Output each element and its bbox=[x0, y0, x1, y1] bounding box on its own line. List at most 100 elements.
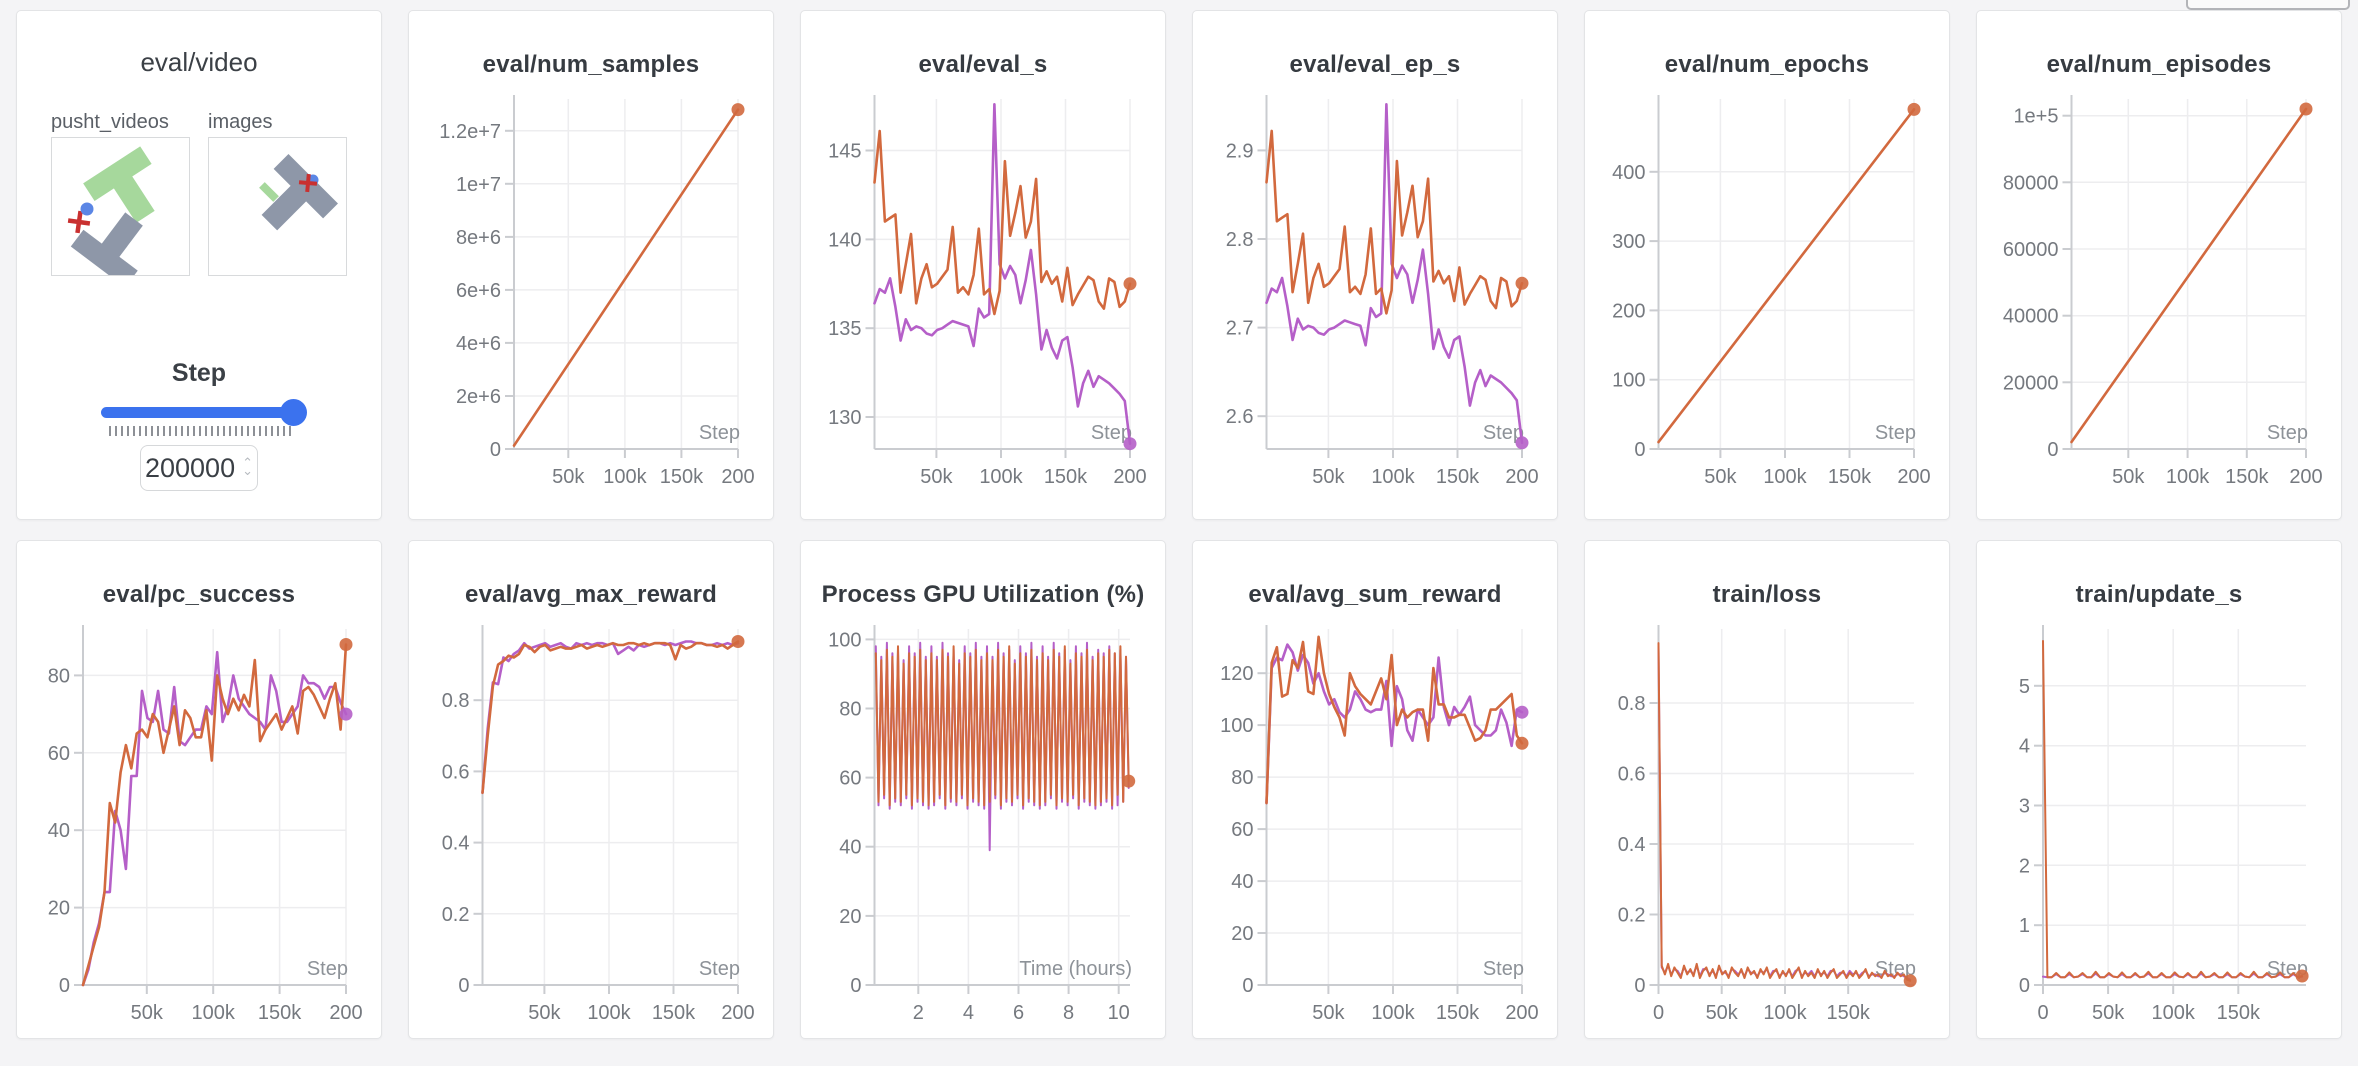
chart-title: Process GPU Utilization (%) bbox=[821, 581, 1145, 608]
svg-text:100k: 100k bbox=[1371, 1002, 1415, 1024]
images-scene-icon bbox=[259, 154, 338, 231]
svg-text:6: 6 bbox=[1013, 1002, 1024, 1024]
svg-text:200: 200 bbox=[329, 1002, 362, 1024]
svg-text:50k: 50k bbox=[552, 466, 585, 488]
svg-text:Step: Step bbox=[699, 422, 740, 444]
step-slider-label: Step bbox=[171, 359, 227, 387]
pusht-video-thumbnail[interactable] bbox=[51, 137, 190, 288]
svg-text:50k: 50k bbox=[1312, 1002, 1345, 1024]
svg-text:2: 2 bbox=[913, 1002, 924, 1024]
chart-title: eval/pc_success bbox=[102, 581, 296, 608]
svg-text:5: 5 bbox=[2019, 676, 2030, 698]
svg-text:8e+6: 8e+6 bbox=[456, 227, 501, 249]
svg-text:0.8: 0.8 bbox=[442, 690, 470, 712]
step-value: 200000 bbox=[144, 452, 236, 483]
svg-text:50k: 50k bbox=[1312, 466, 1345, 488]
svg-text:200: 200 bbox=[721, 1002, 754, 1024]
panel-eval-avg-max-reward[interactable]: eval/avg_max_reward 50k 100k 150k 200 0 0.2 0.… bbox=[408, 540, 774, 1039]
chart-canvas: 50k 100k 150k 200 0 20 40 60 80 Step bbox=[17, 541, 381, 1038]
panel-title: eval/video bbox=[140, 47, 258, 77]
panel-eval-video[interactable]: eval/video pusht_videos images bbox=[16, 10, 382, 520]
panel-eval-num-episodes[interactable]: eval/num_episodes 50k 100k 150k 200 0 20000 40… bbox=[1976, 10, 2342, 520]
stepper-arrows-icon[interactable]: ⌃ ⌄ bbox=[242, 455, 253, 478]
step-slider-ticks bbox=[109, 426, 293, 436]
agent-dot bbox=[80, 202, 94, 216]
svg-text:100k: 100k bbox=[1371, 466, 1415, 488]
chart-canvas: 2 4 6 8 10 0 20 40 60 80 100 Time (hours) bbox=[801, 541, 1165, 1038]
svg-text:140: 140 bbox=[828, 229, 861, 251]
svg-text:100k: 100k bbox=[192, 1002, 236, 1024]
svg-text:4: 4 bbox=[2019, 736, 2030, 758]
svg-text:0: 0 bbox=[2047, 439, 2058, 461]
panel-eval-avg-sum-reward[interactable]: eval/avg_sum_reward 50k 100k 150k 200 0 20 40 6… bbox=[1192, 540, 1558, 1039]
clipped-top-control[interactable] bbox=[2186, 0, 2350, 10]
svg-text:0: 0 bbox=[59, 975, 70, 997]
svg-text:Time (hours): Time (hours) bbox=[1019, 958, 1132, 980]
svg-text:150k: 150k bbox=[1827, 1002, 1871, 1024]
step-slider-thumb[interactable] bbox=[280, 399, 307, 426]
panel-eval-num-epochs[interactable]: eval/num_epochs 50k 100k 150k 200 0 100 200 300… bbox=[1584, 10, 1950, 520]
svg-text:20: 20 bbox=[48, 898, 70, 920]
svg-text:100k: 100k bbox=[2152, 1002, 2196, 1024]
svg-text:8: 8 bbox=[1063, 1002, 1074, 1024]
svg-text:100k: 100k bbox=[1763, 466, 1807, 488]
gray-block-t-shape bbox=[70, 212, 143, 288]
chart-canvas: 50k 100k 150k 200 0 0.2 0.4 0.6 0.8 Step bbox=[409, 541, 773, 1038]
svg-text:0: 0 bbox=[2037, 1002, 2048, 1024]
svg-text:2: 2 bbox=[2019, 855, 2030, 877]
svg-text:20: 20 bbox=[839, 906, 861, 928]
svg-text:120: 120 bbox=[1220, 663, 1253, 685]
pusht-scene-icon bbox=[67, 146, 155, 288]
svg-text:150k: 150k bbox=[660, 466, 704, 488]
svg-text:145: 145 bbox=[828, 141, 861, 163]
svg-text:0.4: 0.4 bbox=[442, 833, 470, 855]
gray-block-t-shape bbox=[261, 154, 338, 231]
chart-title: train/update_s bbox=[2075, 581, 2243, 608]
svg-text:130: 130 bbox=[828, 407, 861, 429]
svg-text:4e+6: 4e+6 bbox=[456, 333, 501, 355]
chart-canvas: 50k 100k 150k 200 0 20 40 60 80 100 120 Step bbox=[1193, 541, 1557, 1038]
svg-text:200: 200 bbox=[1612, 300, 1645, 322]
svg-text:200: 200 bbox=[721, 466, 754, 488]
images-thumbnail[interactable] bbox=[208, 137, 347, 276]
panel-train-update-s[interactable]: train/update_s 0 50k 100k 150k 0 1 2 3 4 5 Step bbox=[1976, 540, 2342, 1039]
svg-text:0: 0 bbox=[1634, 975, 1645, 997]
svg-text:150k: 150k bbox=[2217, 1002, 2261, 1024]
svg-text:0: 0 bbox=[458, 975, 469, 997]
panel-eval-pc-success[interactable]: eval/pc_success 50k 100k 150k 200 0 20 40 60 80 S… bbox=[16, 540, 382, 1039]
chart-canvas: 50k 100k 150k 200 2.6 2.7 2.8 2.9 Step bbox=[1193, 11, 1557, 519]
chart-title: eval/num_episodes bbox=[2046, 51, 2272, 78]
svg-text:200: 200 bbox=[1505, 466, 1538, 488]
media-label-images: images bbox=[208, 111, 273, 133]
svg-text:Step: Step bbox=[1875, 958, 1916, 980]
chart-title: train/loss bbox=[1712, 581, 1822, 608]
panel-eval-eval-s[interactable]: eval/eval_s 50k 100k 150k 200 130 135 140 145 St… bbox=[800, 10, 1166, 520]
svg-text:Step: Step bbox=[2267, 422, 2308, 444]
svg-text:100: 100 bbox=[1612, 370, 1645, 392]
svg-text:0.4: 0.4 bbox=[1618, 834, 1646, 856]
svg-text:100k: 100k bbox=[1763, 1002, 1807, 1024]
panel-process-gpu-utilization[interactable]: Process GPU Utilization (%) 2 4 6 8 10 0 20 40 6… bbox=[800, 540, 1166, 1039]
svg-text:1.2e+7: 1.2e+7 bbox=[439, 121, 501, 143]
svg-text:1e+5: 1e+5 bbox=[2013, 106, 2058, 128]
svg-text:150k: 150k bbox=[1436, 466, 1480, 488]
chart-canvas: 50k 100k 150k 200 0 20000 40000 60000 80000 1e+5 S… bbox=[1977, 11, 2341, 519]
step-value-input[interactable]: 200000 ⌃ ⌄ bbox=[140, 445, 258, 491]
svg-text:50k: 50k bbox=[2112, 466, 2145, 488]
svg-text:Step: Step bbox=[1483, 422, 1524, 444]
svg-text:0: 0 bbox=[1653, 1002, 1664, 1024]
svg-text:200: 200 bbox=[2289, 466, 2322, 488]
panel-eval-num-samples[interactable]: eval/num_samples 50k 100k 150k 200 0 2e+6 4e+6… bbox=[408, 10, 774, 520]
svg-text:135: 135 bbox=[828, 318, 861, 340]
svg-text:40000: 40000 bbox=[2003, 306, 2059, 328]
svg-text:10: 10 bbox=[1108, 1002, 1130, 1024]
svg-text:1e+7: 1e+7 bbox=[456, 174, 501, 196]
chart-canvas: 0 50k 100k 150k 0 0.2 0.4 0.6 0.8 Step bbox=[1585, 541, 1949, 1038]
panel-eval-eval-ep-s[interactable]: eval/eval_ep_s 50k 100k 150k 200 2.6 2.7 2.8 2.… bbox=[1192, 10, 1558, 520]
chart-title: eval/num_samples bbox=[482, 51, 700, 78]
svg-text:100k: 100k bbox=[587, 1002, 631, 1024]
svg-text:Step: Step bbox=[1875, 422, 1916, 444]
panel-train-loss[interactable]: train/loss 0 50k 100k 150k 0 0.2 0.4 0.6 0.8 Step bbox=[1584, 540, 1950, 1039]
svg-text:0.2: 0.2 bbox=[1618, 905, 1646, 927]
step-slider[interactable] bbox=[101, 399, 307, 426]
